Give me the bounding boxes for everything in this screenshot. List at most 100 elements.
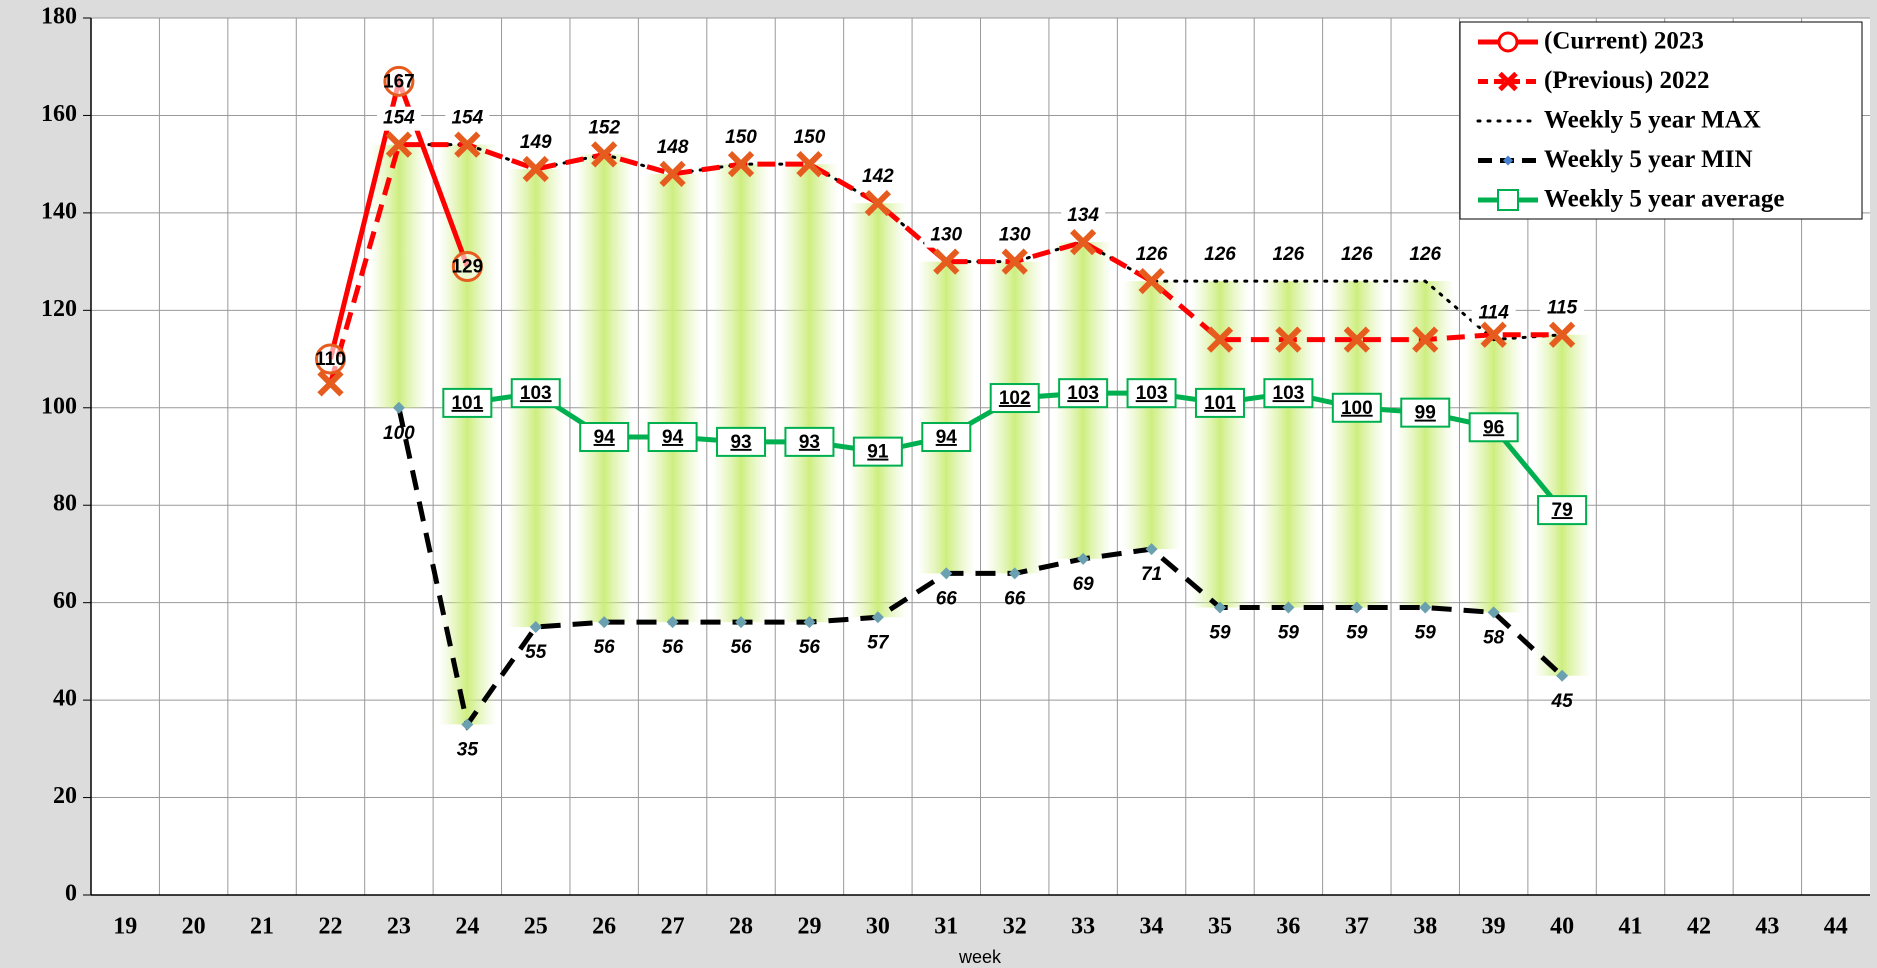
x-tick-label: 25 [524, 914, 548, 940]
data-label: 66 [1004, 588, 1026, 609]
data-label: 56 [799, 637, 821, 658]
y-tick-label: 0 [65, 881, 77, 907]
data-label: 103 [1067, 383, 1099, 404]
range-bar [1396, 281, 1454, 608]
label-box [1334, 243, 1379, 268]
legend-marker [1498, 71, 1518, 92]
data-label: 103 [520, 383, 552, 404]
marker [727, 151, 755, 178]
range-bar [780, 164, 839, 623]
legend-marker [1497, 189, 1519, 211]
x-tick-label: 22 [318, 914, 342, 940]
marker [461, 718, 474, 731]
label-box [376, 106, 421, 131]
marker [579, 422, 630, 453]
marker [989, 383, 1040, 414]
marker [1070, 229, 1097, 256]
x-tick-label: 31 [934, 914, 958, 940]
data-label: 126 [1409, 244, 1441, 265]
marker [598, 616, 611, 629]
data-label: 96 [1483, 417, 1504, 438]
data-label: 35 [457, 739, 479, 760]
legend-label: Weekly 5 year average [1544, 186, 1784, 213]
x-tick-label: 19 [113, 914, 137, 940]
data-label: 154 [383, 108, 415, 129]
marker [1400, 397, 1451, 428]
label-box [445, 106, 490, 131]
data-label: 149 [520, 132, 552, 153]
range-bar [1259, 281, 1318, 608]
marker [1275, 326, 1302, 353]
data-label: 94 [936, 427, 958, 448]
data-label: 142 [862, 166, 894, 187]
data-label: 93 [799, 432, 820, 453]
data-label: 114 [1479, 303, 1510, 324]
range-bar [575, 154, 633, 623]
data-label: 148 [657, 137, 689, 158]
label-box [1471, 301, 1516, 326]
data-label: 126 [1273, 244, 1305, 265]
data-label: 115 [1547, 298, 1578, 319]
marker [871, 611, 884, 624]
marker [796, 151, 823, 178]
y-tick-label: 160 [41, 101, 77, 127]
data-label: 59 [1278, 623, 1300, 644]
data-label: 66 [936, 588, 958, 609]
marker [1213, 601, 1226, 614]
marker [940, 567, 953, 580]
marker [647, 422, 698, 453]
data-label: 56 [594, 637, 616, 658]
x-tick-label: 23 [387, 914, 411, 940]
data-label: 101 [451, 393, 483, 414]
label-box [1403, 243, 1448, 268]
label-box [650, 135, 695, 160]
y-tick-label: 60 [53, 588, 77, 614]
marker [1537, 495, 1588, 526]
x-tick-label: 43 [1755, 914, 1779, 940]
marker [317, 370, 344, 397]
data-label: 55 [525, 642, 547, 663]
legend-label: (Previous) 2022 [1544, 67, 1710, 94]
marker [1194, 387, 1245, 418]
data-label: 152 [588, 117, 620, 138]
range-bar [1122, 281, 1181, 550]
marker [1331, 392, 1382, 423]
x-tick-label: 26 [592, 914, 616, 940]
marker [522, 155, 549, 183]
label-box [582, 116, 627, 141]
data-label: 103 [1273, 383, 1305, 404]
marker [864, 190, 891, 217]
data-label: 94 [662, 427, 684, 448]
marker [1350, 601, 1363, 614]
y-tick-label: 120 [41, 296, 77, 322]
legend-marker [1497, 31, 1519, 53]
x-tick-label: 28 [729, 914, 753, 940]
legend-marker [1503, 155, 1513, 166]
marker [510, 378, 561, 409]
data-label: 129 [451, 256, 483, 277]
data-label: 93 [730, 432, 751, 453]
data-label: 58 [1483, 627, 1505, 648]
data-label: 71 [1141, 564, 1162, 585]
data-label: 99 [1415, 403, 1436, 424]
x-tick-label: 21 [250, 914, 274, 940]
marker [659, 160, 686, 188]
marker [314, 343, 346, 375]
x-tick-label: 42 [1687, 914, 1711, 940]
marker [454, 131, 481, 158]
marker [1263, 378, 1314, 409]
x-axis-label: week [958, 947, 1002, 967]
label-box [513, 131, 558, 156]
data-label: 56 [662, 637, 684, 658]
marker [933, 248, 960, 275]
data-label: 126 [1341, 244, 1373, 265]
x-tick-label: 30 [866, 914, 890, 940]
label-box [924, 223, 969, 248]
x-tick-label: 29 [797, 914, 821, 940]
marker [1145, 543, 1158, 556]
marker [1001, 248, 1028, 275]
label-box [992, 223, 1037, 248]
y-tick-label: 20 [53, 783, 77, 809]
x-tick-label: 33 [1071, 914, 1095, 940]
